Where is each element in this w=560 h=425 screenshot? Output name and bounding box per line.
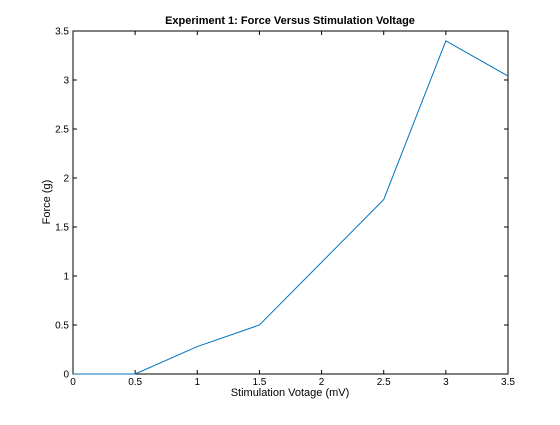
x-tick-label: 2.5: [377, 377, 391, 388]
y-tick-label: 1.5: [55, 223, 69, 234]
y-tick-label: 3.5: [55, 27, 69, 38]
y-tick-label: 2: [63, 174, 69, 185]
x-tick-label: 1: [195, 377, 201, 388]
x-tick-label: 3.5: [501, 377, 515, 388]
y-tick-label: 3: [63, 76, 69, 87]
y-tick-label: 2.5: [55, 125, 69, 136]
x-tick-label: 0.5: [128, 377, 142, 388]
y-axis-label: Force (g): [41, 180, 53, 225]
y-tick-label: 0: [63, 370, 69, 381]
x-tick-label: 3: [443, 377, 449, 388]
x-axis-label: Stimulation Votage (mV): [231, 387, 350, 399]
y-tick-label: 1: [63, 272, 69, 283]
chart-title: Experiment 1: Force Versus Stimulation V…: [165, 15, 415, 27]
x-tick-label: 0: [70, 377, 76, 388]
y-tick-label: 0.5: [55, 321, 69, 332]
plot-area: [73, 31, 508, 374]
